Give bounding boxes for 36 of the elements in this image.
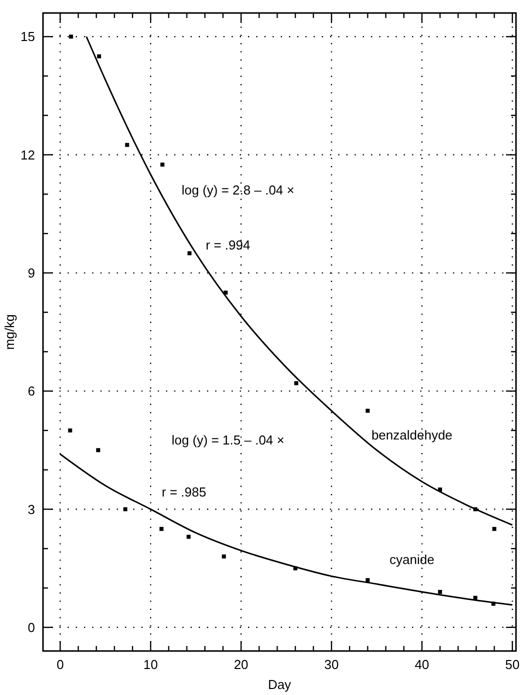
- point: [97, 54, 102, 58]
- point: [222, 554, 226, 558]
- point: [366, 408, 370, 413]
- point: [188, 251, 192, 256]
- x-tick-label: 0: [56, 657, 64, 672]
- x-tick-label: 40: [414, 657, 430, 672]
- x-axis-title: Day: [268, 677, 292, 692]
- x-tick-label: 50: [505, 657, 520, 672]
- annotation: r = .994: [206, 238, 250, 253]
- point: [438, 590, 442, 594]
- y-tick-label: 15: [20, 29, 35, 44]
- series-label: cyanide: [390, 552, 434, 567]
- y-tick-label: 0: [28, 620, 35, 635]
- y-tick-label: 12: [20, 147, 35, 162]
- y-tick-label: 3: [28, 502, 35, 517]
- point: [68, 428, 72, 432]
- point: [294, 381, 298, 386]
- point: [123, 507, 128, 512]
- point: [186, 534, 191, 539]
- x-tick-label: 30: [324, 657, 339, 672]
- y-tick-label: 6: [28, 384, 35, 399]
- point: [160, 162, 164, 167]
- annotation: r = .985: [162, 484, 206, 500]
- point: [69, 34, 74, 39]
- y-tick-label: 9: [28, 265, 35, 280]
- point: [125, 142, 130, 147]
- series-label: benzaldehyde: [371, 428, 452, 443]
- point: [159, 526, 164, 531]
- point: [96, 448, 100, 452]
- point: [366, 578, 370, 582]
- annotation: log (y) = 1.5 – .04 ×: [172, 432, 284, 448]
- y-axis-title: mg/kg: [2, 314, 17, 350]
- annotation: log (y) = 2.8 – .04 ×: [182, 182, 294, 198]
- x-tick-label: 10: [143, 657, 158, 672]
- x-tick-label: 20: [234, 657, 248, 672]
- point: [492, 526, 496, 531]
